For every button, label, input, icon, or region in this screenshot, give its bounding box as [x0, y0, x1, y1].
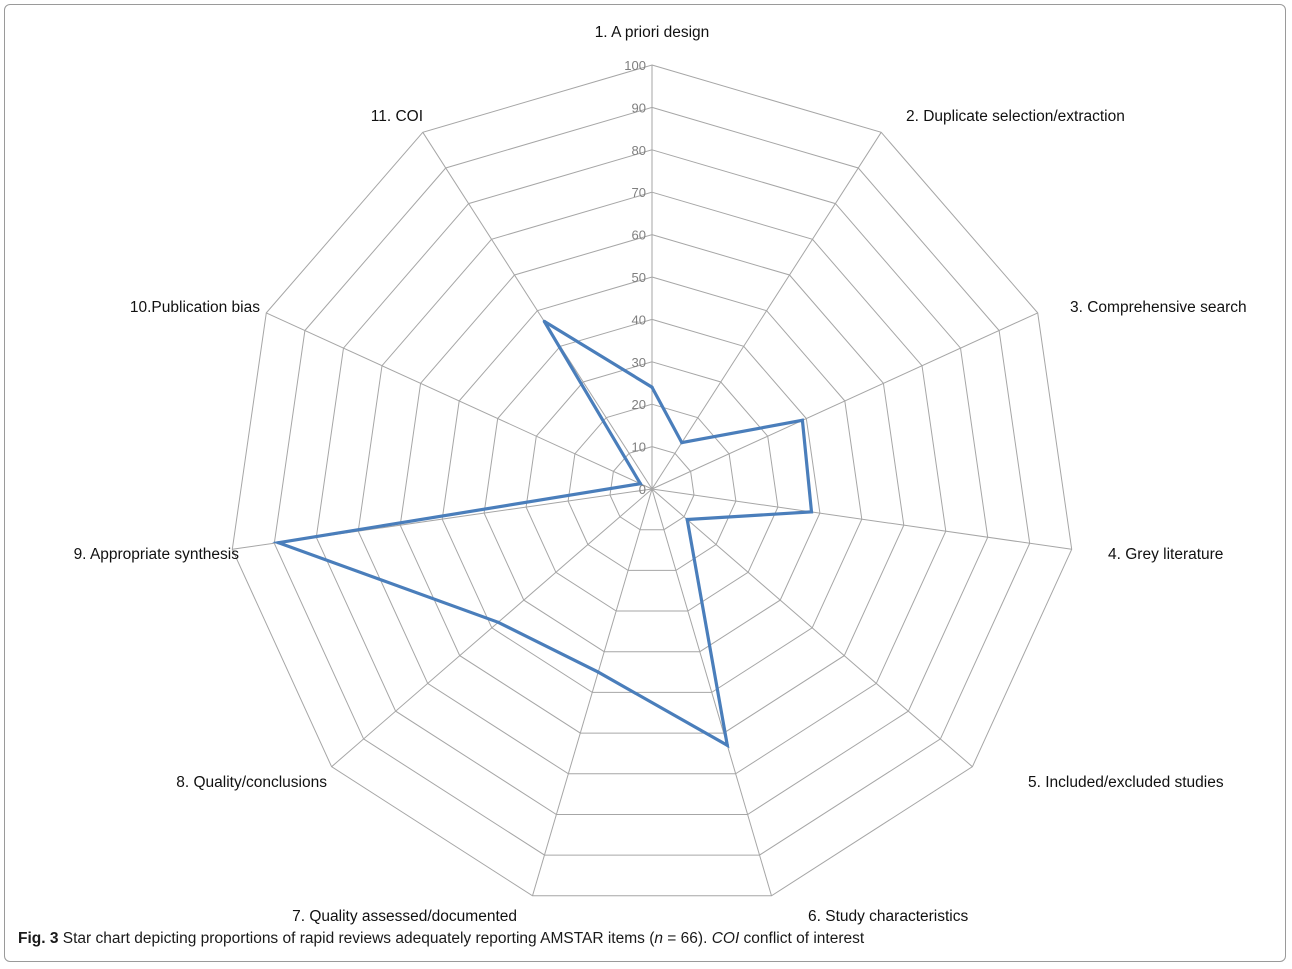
tick-label: 50: [632, 270, 646, 285]
category-label: 2. Duplicate selection/extraction: [906, 108, 1125, 125]
data-point: [496, 620, 500, 624]
tick-label: 70: [632, 185, 646, 200]
grid-layer: [231, 64, 1073, 897]
axis-spoke: [651, 488, 1072, 550]
axis-spoke: [331, 488, 653, 768]
data-point: [276, 541, 281, 545]
figure-frame: [4, 4, 1286, 962]
tick-label: 0: [639, 482, 646, 497]
caption-text-1: Star chart depicting proportions of rapi…: [58, 930, 655, 947]
grid-ring: [609, 446, 695, 531]
tick-label: 60: [632, 228, 646, 243]
tick-label: 40: [632, 312, 646, 327]
grid-ring: [399, 234, 905, 734]
category-label: 11. COI: [371, 108, 423, 125]
tick-label: 100: [624, 58, 646, 73]
caption-n-variable: n: [654, 930, 663, 947]
category-label: 9. Appropriate synthesis: [74, 546, 240, 563]
data-point: [680, 441, 684, 445]
category-label: 1. A priori design: [595, 24, 710, 41]
tick-label-layer: 0 10 20 30 40 50 60 70 80 90 100: [624, 58, 646, 497]
caption-abbreviation: COI: [711, 930, 740, 947]
figure-caption: Fig. 3 Star chart depicting proportions …: [18, 930, 1278, 948]
data-point: [638, 482, 643, 486]
axis-spoke: [532, 488, 653, 896]
grid-ring: [231, 64, 1073, 897]
tick-label: 30: [632, 355, 646, 370]
category-label: 3. Comprehensive search: [1070, 299, 1247, 316]
data-point: [800, 418, 805, 422]
grid-ring: [357, 191, 947, 775]
axis-spoke: [651, 488, 973, 768]
data-point: [685, 517, 689, 522]
category-label-layer: 1. A priori design 2. Duplicate selection…: [74, 24, 1247, 925]
grid-ring: [567, 403, 737, 571]
grid-ring: [273, 106, 1031, 856]
series-layer: [272, 319, 814, 749]
caption-text-2: = 66).: [663, 930, 712, 947]
data-point: [725, 743, 729, 747]
caption-text-3: conflict of interest: [739, 930, 865, 947]
data-point: [650, 385, 654, 389]
axis-spoke: [651, 488, 772, 896]
axis-spoke: [651, 312, 1038, 490]
tick-label: 10: [632, 440, 646, 455]
category-label: 8. Quality/conclusions: [176, 774, 327, 791]
axis-spoke: [422, 132, 653, 490]
data-point: [596, 670, 600, 674]
grid-ring: [483, 318, 821, 653]
category-label: 7. Quality assessed/documented: [292, 908, 517, 925]
tick-label: 20: [632, 397, 646, 412]
category-label: 6. Study characteristics: [808, 908, 968, 925]
axis-spoke: [651, 132, 882, 490]
grid-ring: [441, 276, 863, 693]
tick-label: 90: [632, 100, 646, 115]
axis-spoke: [266, 312, 653, 490]
data-point: [809, 510, 814, 514]
radar-chart: 0 10 20 30 40 50 60 70 80 90 100 1. A priori desig…: [74, 24, 1247, 925]
caption-label: Fig. 3: [18, 930, 59, 947]
grid-ring: [315, 149, 989, 815]
tick-label: 80: [632, 143, 646, 158]
category-label: 4. Grey literature: [1108, 546, 1223, 563]
category-label: 10.Publication bias: [130, 299, 260, 316]
series-line: [272, 320, 814, 749]
data-point: [542, 319, 546, 323]
category-label: 5. Included/excluded studies: [1028, 774, 1224, 791]
